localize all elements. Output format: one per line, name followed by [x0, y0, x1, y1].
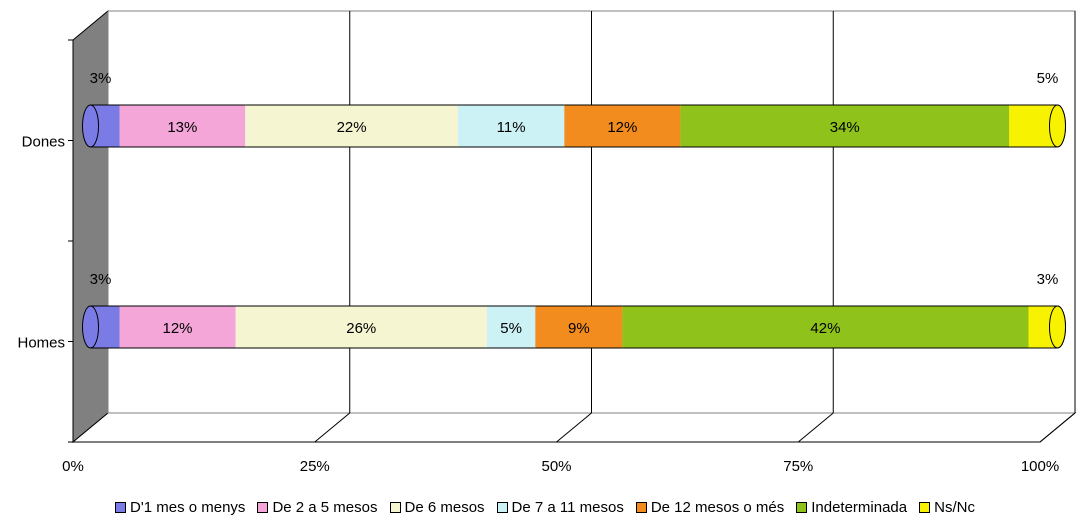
data-label: 26% — [346, 320, 376, 337]
bar-end-cap — [1049, 104, 1066, 148]
bar-cap-left — [82, 104, 99, 148]
legend-item: D'1 mes o menys — [115, 497, 245, 517]
bar-segment — [1028, 305, 1066, 349]
category-label: Homes — [17, 335, 65, 352]
data-label: 34% — [830, 119, 860, 136]
bar-body — [535, 306, 623, 348]
data-label: 42% — [810, 320, 840, 337]
floor-gridline — [797, 412, 834, 443]
floor-gridline — [556, 412, 592, 443]
legend-label: De 2 a 5 mesos — [272, 498, 378, 516]
legend: D'1 mes o menys De 2 a 5 mesos De 6 mesos D… — [0, 497, 1090, 517]
legend-swatch — [115, 501, 127, 513]
data-label: 11% — [497, 119, 526, 136]
legend-label: De 7 a 11 mesos — [511, 498, 624, 516]
bar-body — [119, 105, 246, 147]
bar-body — [457, 105, 565, 147]
data-label: 9% — [568, 320, 590, 337]
data-label: 13% — [167, 119, 197, 136]
bar-segment — [235, 305, 496, 349]
legend-item: De 2 a 5 mesos — [257, 497, 378, 517]
legend-swatch — [496, 501, 508, 513]
legend-swatch — [257, 501, 269, 513]
data-label: 3% — [1037, 271, 1059, 288]
legend-item: Indeterminada — [796, 497, 907, 517]
data-label: 12% — [163, 320, 193, 337]
bar-body — [235, 306, 487, 348]
data-label: 3% — [90, 271, 112, 288]
data-label: 5% — [500, 320, 522, 337]
floor-gridline — [1039, 412, 1076, 443]
x-tick-label: 25% — [300, 458, 330, 475]
x-tick-label: 75% — [783, 458, 813, 475]
bar-body — [564, 105, 681, 147]
bar-segment — [82, 305, 129, 349]
bar-segment — [457, 104, 573, 148]
bar-cap-left — [82, 305, 99, 349]
data-label: 12% — [607, 119, 637, 136]
bar-body — [680, 105, 1010, 147]
legend-label: D'1 mes o menys — [130, 498, 246, 516]
legend-label: Indeterminada — [811, 498, 908, 516]
legend-item: Ns/Nc — [919, 497, 975, 517]
legend-item: De 6 mesos — [389, 497, 485, 517]
legend-swatch — [635, 501, 647, 513]
x-tick-label: 100% — [1021, 458, 1059, 475]
data-label: 3% — [90, 70, 112, 87]
legend-swatch — [389, 501, 401, 513]
bar-body — [622, 306, 1029, 348]
legend-item: De 12 mesos o més — [635, 497, 785, 517]
floor-gridline — [314, 412, 351, 443]
category-label: Dones — [22, 134, 65, 151]
data-label: 22% — [337, 119, 367, 136]
bar-segment — [1009, 104, 1066, 148]
bar-segment — [245, 104, 467, 148]
legend-swatch — [919, 501, 931, 513]
legend-label: De 12 mesos o més — [650, 498, 785, 516]
bar-body — [119, 306, 236, 348]
legend-swatch — [796, 501, 808, 513]
bar-segment — [680, 104, 1018, 148]
bar-body — [245, 105, 458, 147]
legend-label: Ns/Nc — [934, 498, 975, 516]
x-tick-label: 50% — [541, 458, 571, 475]
bar-end-cap — [1049, 305, 1066, 349]
legend-item: De 7 a 11 mesos — [496, 497, 624, 517]
x-tick-label: 0% — [62, 458, 84, 475]
bar-body — [486, 306, 536, 348]
legend-label: De 6 mesos — [404, 498, 485, 516]
data-label: 5% — [1037, 70, 1059, 87]
